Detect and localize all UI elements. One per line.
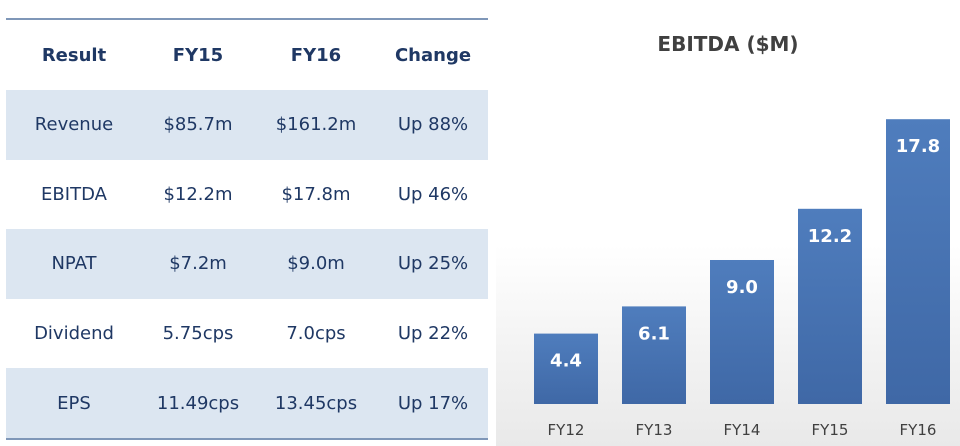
tick-label-fy14: FY14	[724, 421, 761, 439]
results-table: Result FY15 FY16 Change Revenue $85.7m $…	[6, 18, 488, 440]
row-change: Up 22%	[397, 323, 469, 345]
tick-label-fy16: FY16	[900, 421, 937, 439]
bar-group: 4.4 FY12 6.1 FY13 9.0 FY14 12.2 FY15 17.8 FY16	[534, 119, 950, 439]
bar-fy13	[622, 306, 686, 404]
bar-fy16	[886, 119, 950, 404]
header-result: Result	[41, 44, 107, 66]
row-fy15: 5.75cps	[162, 323, 234, 345]
data-label-fy15: 12.2	[808, 226, 852, 247]
chart-title: EBITDA ($M)	[657, 32, 799, 56]
bar-fy14	[710, 260, 774, 404]
ebitda-chart: EBITDA ($M) 4.4 FY12 6.1 FY13 9.0 FY14 12.2 FY1…	[496, 0, 960, 446]
header-change: Change	[394, 44, 472, 66]
row-metric: NPAT	[51, 253, 97, 275]
row-change: Up 17%	[397, 392, 469, 414]
row-metric: EBITDA	[41, 183, 107, 205]
row-fy16: 13.45cps	[274, 392, 358, 414]
bar-fy12	[534, 333, 598, 404]
row-fy15: 11.49cps	[156, 392, 240, 414]
row-metric: Revenue	[34, 114, 114, 136]
data-label-fy12: 4.4	[550, 351, 582, 372]
table-header-row: Result FY15 FY16 Change	[6, 20, 488, 90]
row-fy15: $12.2m	[163, 183, 233, 205]
row-fy16: $9.0m	[287, 253, 345, 275]
table-row: Dividend 5.75cps 7.0cps Up 22%	[6, 298, 488, 369]
header-fy16: FY16	[290, 44, 342, 66]
tick-label-fy13: FY13	[636, 421, 673, 439]
table-row: EBITDA $12.2m $17.8m Up 46%	[6, 159, 488, 230]
row-metric: Dividend	[34, 323, 114, 345]
table-row: EPS 11.49cps 13.45cps Up 17%	[6, 368, 488, 438]
row-fy15: $7.2m	[169, 253, 227, 275]
row-change: Up 25%	[397, 253, 469, 275]
row-metric: EPS	[57, 392, 91, 414]
row-fy16: $17.8m	[281, 183, 351, 205]
data-label-fy16: 17.8	[896, 136, 940, 157]
chart-plot: 4.4 FY12 6.1 FY13 9.0 FY14 12.2 FY15 17.8 FY16	[534, 119, 950, 439]
bar-fy15	[798, 208, 862, 404]
header-fy15: FY15	[172, 44, 224, 66]
tick-label-fy12: FY12	[548, 421, 585, 439]
row-fy16: $161.2m	[275, 114, 357, 136]
data-label-fy13: 6.1	[638, 323, 670, 344]
row-fy15: $85.7m	[163, 114, 233, 136]
data-label-fy14: 9.0	[726, 277, 758, 298]
tick-label-fy15: FY15	[812, 421, 849, 439]
table-row: Revenue $85.7m $161.2m Up 88%	[6, 90, 488, 160]
row-change: Up 46%	[397, 183, 469, 205]
row-change: Up 88%	[397, 114, 469, 136]
table-row: NPAT $7.2m $9.0m Up 25%	[6, 229, 488, 299]
row-fy16: 7.0cps	[286, 323, 346, 345]
